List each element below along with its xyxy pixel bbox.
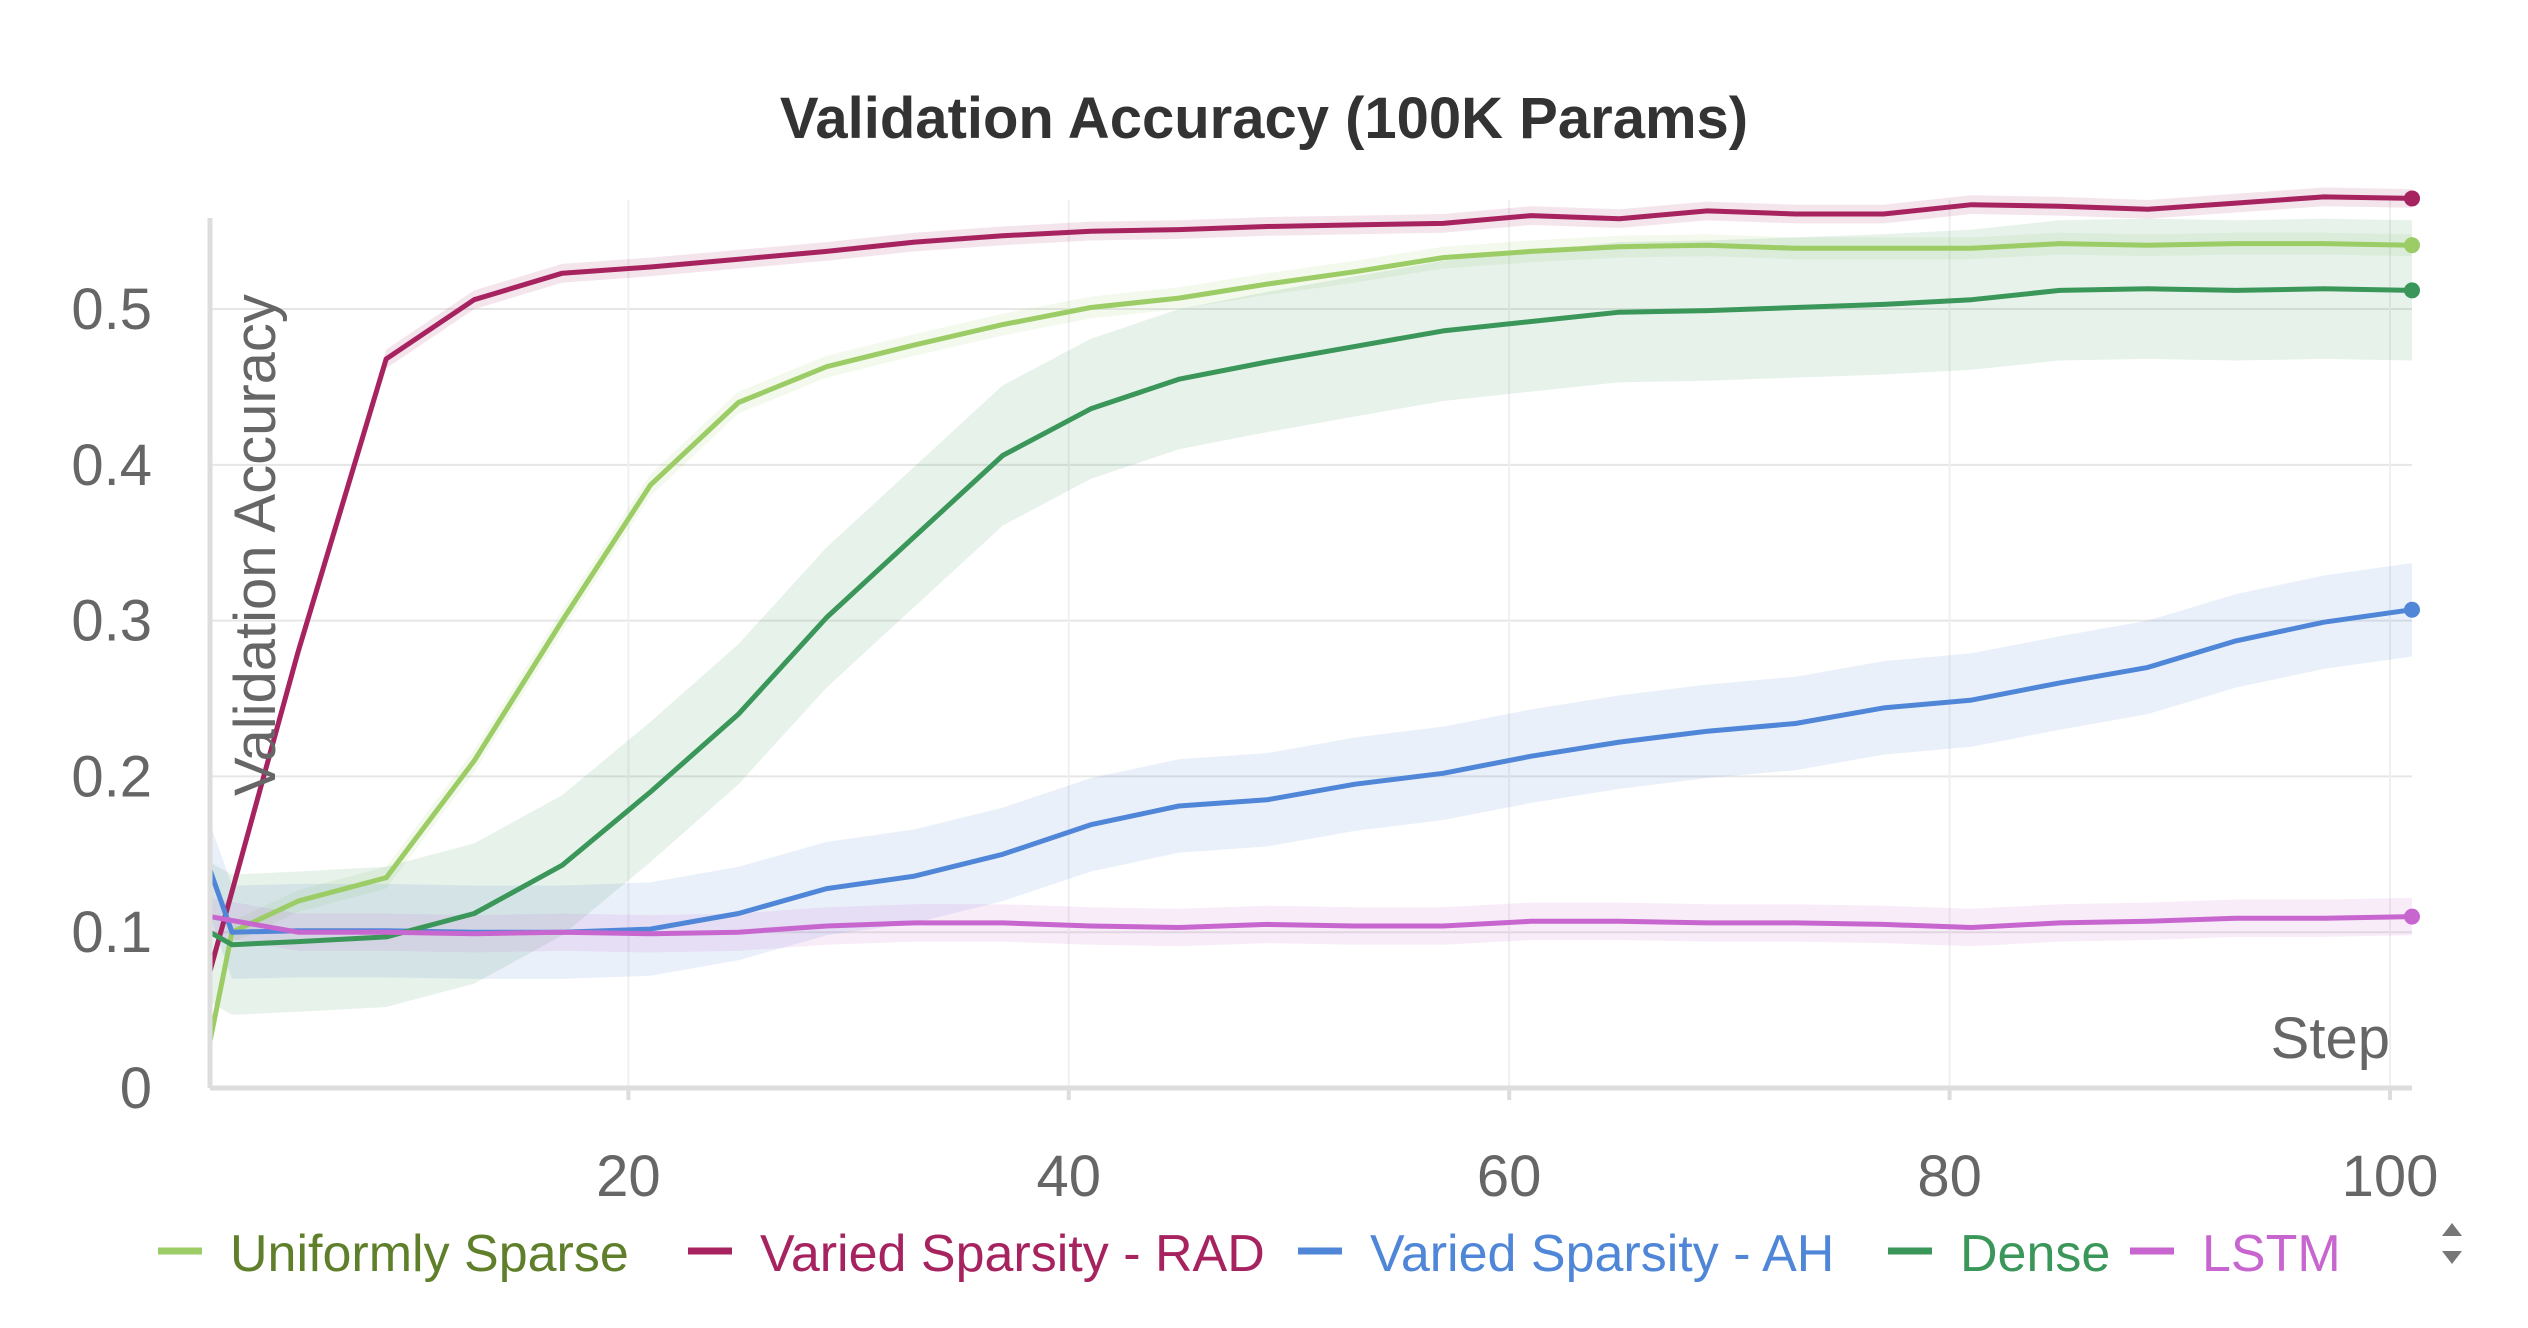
legend-label: Varied Sparsity - AH [1370, 1225, 1834, 1283]
y-tick-label: 0.3 [71, 589, 152, 654]
legend-item-4: LSTM [2130, 1225, 2341, 1283]
x-tick-label: 20 [596, 1144, 661, 1209]
legend-scroll-arrows[interactable] [2442, 1223, 2462, 1264]
x-axis-label: Step [2271, 1006, 2390, 1071]
legend-label: Varied Sparsity - RAD [760, 1225, 1265, 1283]
series-line-0 [207, 241, 2413, 1042]
scroll-down-icon[interactable] [2442, 1251, 2462, 1264]
x-axis-ticks: 20 40 60 80 100 [596, 1088, 2438, 1209]
legend-label: Dense [1960, 1225, 2110, 1283]
legend-item-1: Varied Sparsity - RAD [688, 1225, 1265, 1283]
series-line-3 [208, 286, 2413, 948]
y-tick-label: 0.4 [71, 433, 152, 498]
series-band-2 [210, 563, 2412, 979]
y-axis-label: Validation Accuracy [223, 294, 288, 796]
y-tick-label: 0.2 [71, 744, 152, 809]
series-line-4 [209, 914, 2413, 937]
legend-item-0: Uniformly Sparse [158, 1225, 629, 1283]
grid-lines [210, 200, 2412, 1088]
x-tick-label: 40 [1037, 1144, 1102, 1209]
series-end-point-2 [2404, 601, 2420, 618]
x-tick-label: 100 [2342, 1144, 2439, 1209]
legend-item-3: Dense [1888, 1225, 2110, 1283]
legend-item-2: Varied Sparsity - AH [1298, 1225, 1834, 1283]
x-tick-label: 60 [1477, 1144, 1542, 1209]
legend: Uniformly Sparse Varied Sparsity - RAD Var… [158, 1225, 2341, 1283]
series-line-1 [207, 194, 2413, 972]
chart-title: Validation Accuracy (100K Params) [780, 86, 1748, 151]
y-axis-ticks: 0 0.1 0.2 0.3 0.4 0.5 [71, 277, 152, 1121]
x-tick-label: 80 [1917, 1144, 1982, 1209]
y-tick-label: 0.5 [71, 277, 152, 342]
y-tick-label: 0 [120, 1056, 152, 1121]
series-band-3 [210, 218, 2412, 1015]
scroll-up-icon[interactable] [2442, 1223, 2462, 1236]
series-end-point-4 [2404, 908, 2420, 925]
legend-label: Uniformly Sparse [230, 1225, 629, 1283]
series-end-point-0 [2404, 237, 2420, 254]
series-end-point-1 [2404, 190, 2420, 207]
axes [207, 218, 2412, 1091]
legend-label: LSTM [2202, 1225, 2341, 1283]
series-lines [207, 190, 2420, 1042]
y-tick-label: 0.1 [71, 900, 152, 965]
series-end-point-3 [2404, 282, 2420, 299]
